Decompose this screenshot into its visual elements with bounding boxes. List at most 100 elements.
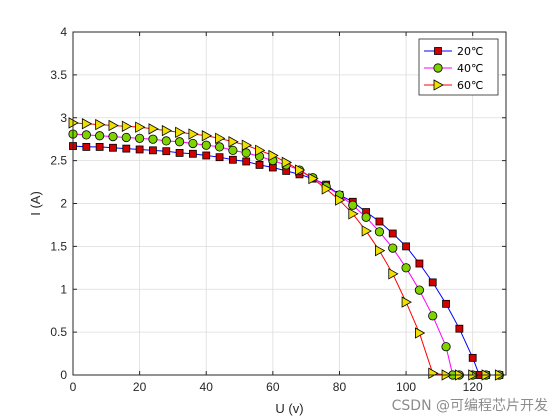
data-point [455, 324, 464, 333]
data-point [189, 149, 197, 158]
data-point [268, 149, 279, 162]
series-line [72, 133, 500, 376]
x-tick-label: 60 [266, 380, 280, 394]
data-point [308, 172, 319, 185]
data-point [202, 151, 211, 160]
data-point [121, 132, 131, 143]
series-line [72, 145, 500, 376]
data-point [188, 138, 198, 149]
data-point [149, 146, 157, 155]
data-point [161, 124, 173, 137]
legend-label: 20℃ [457, 45, 483, 58]
data-point [428, 278, 437, 287]
legend-marker [433, 79, 444, 91]
data-point [402, 242, 410, 251]
data-point [228, 136, 239, 148]
legend-label: 40℃ [457, 62, 483, 75]
data-point [148, 123, 159, 135]
data-point [148, 134, 158, 144]
x-axis-label: U (v) [275, 401, 303, 416]
y-axis-label: I (A) [28, 191, 43, 216]
data-point [108, 119, 119, 132]
data-point [401, 263, 411, 273]
y-tick-label: 3.5 [50, 68, 67, 82]
data-point [441, 342, 451, 352]
data-point [375, 217, 384, 226]
legend-marker [434, 47, 442, 55]
data-point [122, 144, 131, 153]
data-point [442, 299, 450, 308]
data-point [375, 244, 386, 257]
data-point [162, 147, 171, 156]
data-point [401, 296, 412, 308]
ticks: 0 20 40 60 80 100 120 0 0.5 1 1.5 2 2.5 3 3.5 4 [50, 25, 506, 394]
x-tick-label: 120 [463, 380, 483, 394]
data-point [361, 212, 371, 222]
data-point [175, 126, 186, 139]
data-point [135, 121, 146, 133]
data-point [255, 144, 266, 157]
data-point [82, 143, 91, 151]
data-point [295, 164, 306, 176]
data-point [95, 118, 106, 131]
data-point [201, 130, 213, 142]
x-tick-label: 80 [333, 380, 347, 394]
data-point [348, 200, 358, 210]
data-point [428, 311, 438, 321]
x-tick-label: 0 [70, 380, 77, 394]
data-point [188, 128, 199, 140]
data-point [335, 194, 346, 206]
data-point [81, 130, 91, 140]
data-point [281, 156, 292, 169]
data-point [255, 161, 264, 169]
data-point [215, 153, 224, 162]
data-point [348, 208, 359, 220]
y-tick-label: 2 [60, 197, 67, 211]
data-point [81, 118, 93, 130]
data-point [414, 327, 426, 339]
data-point [135, 133, 145, 143]
data-point [428, 367, 439, 379]
y-tick-label: 0.5 [50, 325, 67, 339]
legend-marker [433, 63, 443, 73]
data-point [174, 137, 185, 147]
y-tick-label: 2.5 [50, 154, 67, 168]
y-tick-label: 3 [60, 111, 67, 125]
data-point [161, 136, 171, 146]
x-tick-label: 20 [133, 380, 147, 394]
data-point [241, 148, 251, 158]
data-point [228, 155, 237, 164]
data-point [388, 268, 399, 280]
data-point [374, 227, 385, 237]
series-layer [68, 117, 506, 381]
data-point [215, 132, 226, 145]
x-tick-label: 100 [396, 380, 416, 394]
data-point [95, 131, 105, 141]
data-point [108, 132, 118, 142]
data-point [121, 120, 133, 133]
data-point [242, 157, 251, 166]
data-point [321, 183, 332, 195]
data-point [135, 145, 144, 154]
data-point [414, 285, 424, 295]
watermark: CSDN @可编程芯片开发 [391, 398, 548, 414]
data-point [109, 143, 117, 152]
y-tick-label: 1.5 [50, 239, 67, 253]
legend: 20℃ 40℃ 60℃ [418, 38, 499, 96]
y-tick-label: 0 [60, 368, 67, 382]
legend-label: 60℃ [457, 79, 483, 92]
data-point [415, 259, 424, 268]
data-point [388, 243, 398, 253]
series-triangle-right [68, 117, 506, 381]
legend-box [418, 38, 499, 96]
y-tick-label: 1 [60, 282, 67, 296]
data-point [388, 229, 397, 238]
data-point [201, 140, 211, 150]
data-point [241, 139, 253, 151]
data-point [214, 142, 225, 152]
data-point [228, 145, 238, 155]
data-point [175, 149, 184, 157]
data-point [468, 353, 477, 362]
data-point [95, 143, 104, 151]
